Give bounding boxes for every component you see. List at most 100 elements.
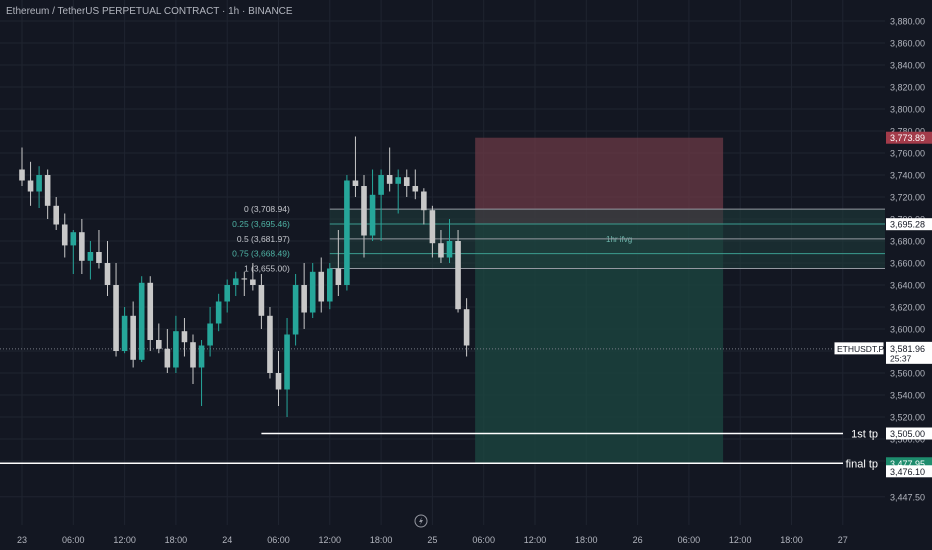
candle-body bbox=[19, 169, 25, 181]
x-tick-label: 06:00 bbox=[267, 535, 290, 545]
candle-body bbox=[412, 186, 419, 192]
x-tick-label: 12:00 bbox=[113, 535, 136, 545]
candle bbox=[215, 293, 222, 332]
entry-price-label-box bbox=[886, 218, 932, 231]
candle bbox=[463, 298, 470, 357]
candle-body bbox=[250, 279, 256, 285]
x-tick-label: 23 bbox=[17, 535, 27, 545]
y-tick-label: 3,800.00 bbox=[890, 105, 925, 115]
x-tick-label: 18:00 bbox=[575, 535, 598, 545]
candle bbox=[104, 241, 111, 296]
candle-body bbox=[198, 345, 205, 368]
candle bbox=[190, 334, 196, 384]
candle bbox=[378, 169, 384, 241]
candle bbox=[19, 147, 25, 186]
x-tick-label: 18:00 bbox=[165, 535, 188, 545]
y-tick-label: 3,680.00 bbox=[890, 237, 925, 247]
current-price-box bbox=[886, 341, 932, 364]
candle bbox=[267, 307, 273, 379]
candle bbox=[113, 263, 119, 357]
candle bbox=[147, 276, 154, 351]
stop-price-label: 3,773.89 bbox=[890, 133, 925, 143]
symbol-tag: ETHUSDT.P bbox=[837, 344, 885, 354]
candle bbox=[258, 274, 265, 329]
candle-body bbox=[344, 180, 350, 285]
candle bbox=[352, 136, 359, 197]
candle-body bbox=[79, 232, 85, 261]
candle bbox=[284, 318, 290, 417]
candle-body bbox=[241, 278, 248, 280]
y-tick-label: 3,540.00 bbox=[890, 391, 925, 401]
candle bbox=[369, 169, 376, 241]
candle-body bbox=[70, 232, 77, 246]
stop-price-label-box bbox=[886, 131, 932, 144]
candle-body bbox=[121, 315, 128, 351]
candle bbox=[164, 329, 171, 373]
candle-body bbox=[147, 282, 154, 340]
candle-body bbox=[215, 301, 222, 324]
candle-body bbox=[104, 263, 111, 285]
entry-price-label: 3,695.28 bbox=[890, 220, 925, 230]
candle-body bbox=[446, 241, 453, 258]
candle-body bbox=[455, 241, 461, 310]
candle-body bbox=[421, 191, 427, 211]
candle-body bbox=[292, 285, 299, 335]
candle-body bbox=[96, 252, 102, 263]
x-tick-label: 24 bbox=[222, 535, 232, 545]
candle bbox=[232, 271, 239, 296]
symbol-tag-box bbox=[833, 341, 885, 356]
y-tick-label: 3,620.00 bbox=[890, 303, 925, 313]
lightning-icon bbox=[414, 514, 428, 528]
candle bbox=[301, 263, 307, 329]
candle bbox=[79, 219, 85, 274]
x-tick-label: 06:00 bbox=[678, 535, 701, 545]
candle-body bbox=[36, 175, 42, 192]
candle bbox=[386, 147, 393, 192]
fib-label: 0 (3,708.94) bbox=[244, 204, 290, 214]
candle bbox=[335, 230, 342, 296]
extra-price-label-box bbox=[886, 465, 932, 478]
candle bbox=[446, 219, 453, 263]
candle bbox=[421, 188, 427, 225]
candle-body bbox=[232, 278, 239, 285]
y-tick-label: 3,740.00 bbox=[890, 171, 925, 181]
tp1-price-label-box bbox=[886, 427, 932, 440]
candle-body bbox=[258, 285, 265, 316]
y-tick-label: 3,520.00 bbox=[890, 413, 925, 423]
x-tick-label: 25 bbox=[427, 535, 437, 545]
candle bbox=[27, 161, 34, 206]
candle-body bbox=[267, 315, 273, 373]
candle bbox=[87, 241, 94, 280]
extra-price-label: 3,476.10 bbox=[890, 467, 925, 477]
current-price-value: 3,581.96 bbox=[890, 344, 925, 354]
y-tick-label: 3,860.00 bbox=[890, 39, 925, 49]
candle bbox=[412, 169, 419, 200]
candle-body bbox=[44, 175, 51, 206]
candle-body bbox=[386, 175, 393, 184]
y-tick-label: 3,840.00 bbox=[890, 61, 925, 71]
candle bbox=[96, 230, 102, 269]
y-tick-label: 3,780.00 bbox=[890, 127, 925, 137]
x-tick-label: 12:00 bbox=[729, 535, 752, 545]
candle-body bbox=[156, 340, 162, 349]
candle bbox=[207, 307, 213, 357]
candle-body bbox=[207, 323, 213, 346]
candle-body bbox=[335, 268, 342, 285]
candle-body bbox=[164, 348, 171, 368]
y-tick-label: 3,560.00 bbox=[890, 369, 925, 379]
target-label: final tp bbox=[846, 458, 878, 470]
candle bbox=[318, 257, 325, 313]
candle-body bbox=[173, 331, 179, 368]
candle-body bbox=[438, 243, 444, 258]
x-tick-label: 12:00 bbox=[319, 535, 342, 545]
x-tick-label: 26 bbox=[633, 535, 643, 545]
candle bbox=[130, 301, 136, 368]
candle-body bbox=[318, 271, 325, 302]
candle-body bbox=[113, 285, 119, 351]
candle-body bbox=[53, 205, 59, 225]
candle-body bbox=[138, 282, 145, 360]
x-tick-label: 18:00 bbox=[780, 535, 803, 545]
candle-body bbox=[378, 175, 384, 195]
candle-body bbox=[403, 177, 410, 186]
